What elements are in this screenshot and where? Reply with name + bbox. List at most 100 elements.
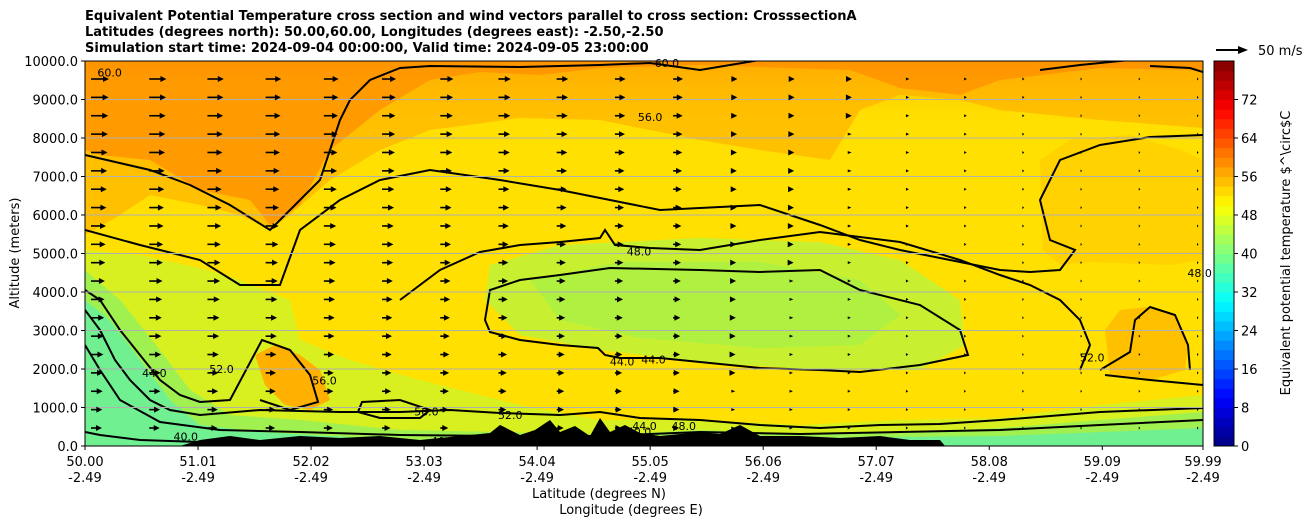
wind-vector (731, 112, 738, 119)
wind-vector (265, 94, 281, 101)
wind-vector (498, 241, 509, 248)
wind-vector (964, 261, 967, 265)
wind-vector (729, 314, 736, 321)
wind-vector (498, 406, 507, 413)
wind-vector (1080, 426, 1083, 430)
wind-vector (265, 406, 276, 413)
wind-vector (1138, 224, 1141, 228)
wind-vector (440, 222, 452, 229)
wind-vector (91, 131, 108, 138)
wind-vector (614, 406, 622, 413)
wind-vector (149, 333, 162, 340)
wind-vector (1022, 95, 1025, 99)
wind-vector (1080, 169, 1083, 173)
wind-vector (207, 186, 222, 193)
wind-vector (1197, 150, 1199, 154)
wind-vector (440, 186, 452, 193)
wind-vector (614, 76, 626, 82)
wind-vector (91, 204, 107, 211)
wind-vector (964, 426, 966, 430)
wind-vector (207, 204, 222, 211)
wind-vector (964, 150, 967, 154)
wind-vector (614, 131, 625, 138)
wind-vector (1022, 408, 1024, 412)
wind-vector (1022, 206, 1025, 210)
wind-vector (1138, 389, 1141, 393)
wind-vector (905, 169, 910, 173)
wind-vector (207, 278, 221, 285)
wind-vector (730, 149, 737, 156)
colorbar-segment (1214, 138, 1234, 149)
wind-vector (673, 425, 680, 431)
wind-vector (1197, 261, 1199, 265)
wind-vector (207, 351, 219, 358)
wind-vector (1080, 95, 1083, 99)
wind-vector (964, 316, 967, 320)
wind-vector (730, 204, 737, 211)
wind-vectors (91, 76, 1199, 431)
colorbar-segment (1214, 330, 1234, 341)
wind-vector (149, 167, 165, 174)
wind-vector (440, 131, 453, 138)
wind-vector (556, 369, 565, 376)
wind-vector (1197, 279, 1199, 283)
wind-vector (440, 296, 451, 303)
wind-vector (964, 389, 966, 393)
colorbar-segment (1214, 215, 1234, 226)
x-tick-label-lat: 59.09 (1084, 455, 1121, 470)
wind-vector (905, 150, 910, 154)
wind-vector (556, 278, 566, 285)
wind-vector (265, 296, 278, 303)
wind-vector (614, 314, 623, 321)
wind-vector (730, 259, 737, 266)
colorbar-segment (1214, 147, 1234, 158)
wind-vector (382, 112, 396, 119)
colorbar-segment (1214, 118, 1234, 129)
wind-vector (787, 204, 794, 211)
wind-vector (673, 222, 682, 229)
x-tick-label-lat: 58.08 (971, 455, 1008, 470)
wind-vector (1080, 389, 1083, 393)
wind-vector (788, 149, 795, 156)
wind-vector (905, 408, 909, 412)
wind-vector (440, 406, 449, 413)
wind-vector (265, 76, 282, 82)
wind-vector (789, 371, 793, 375)
wind-vector (265, 204, 279, 211)
wind-vector (964, 132, 967, 136)
wind-vector (382, 167, 395, 174)
wind-vector (91, 259, 106, 266)
wind-vector (730, 241, 737, 248)
wind-vector (847, 187, 852, 191)
wind-vector (673, 406, 680, 413)
wind-vector (614, 351, 623, 358)
wind-vector (614, 149, 625, 156)
wind-vector (731, 94, 738, 101)
wind-vector (847, 279, 852, 283)
wind-vector (323, 388, 334, 395)
colorbar-segment (1214, 234, 1234, 245)
wind-vector (149, 351, 162, 358)
wind-vector (847, 132, 852, 136)
wind-vector (1080, 334, 1083, 338)
contour-label: 56.0 (312, 375, 337, 388)
wind-vector (614, 333, 623, 340)
chart-title-line-2: Latitudes (degrees north): 50.00,60.00, … (85, 25, 664, 40)
wind-vector (556, 76, 569, 82)
y-tick-label: 4000.0 (33, 286, 79, 301)
wind-vector (614, 369, 623, 376)
wind-vector (382, 388, 392, 395)
wind-vector (207, 76, 224, 82)
contour-label: 48.0 (1187, 267, 1212, 280)
wind-vector (207, 149, 223, 156)
wind-vector (673, 314, 681, 321)
grid-lines (85, 99, 1203, 408)
wind-vector (1022, 334, 1024, 338)
wind-vector (788, 131, 795, 138)
contour-label: 44.0 (610, 355, 635, 368)
x-axis-label-longitude: Longitude (degrees E) (559, 503, 703, 518)
wind-vector (149, 76, 167, 82)
wind-vector (91, 388, 103, 395)
wind-vector (382, 369, 392, 376)
wind-vector (498, 76, 511, 82)
